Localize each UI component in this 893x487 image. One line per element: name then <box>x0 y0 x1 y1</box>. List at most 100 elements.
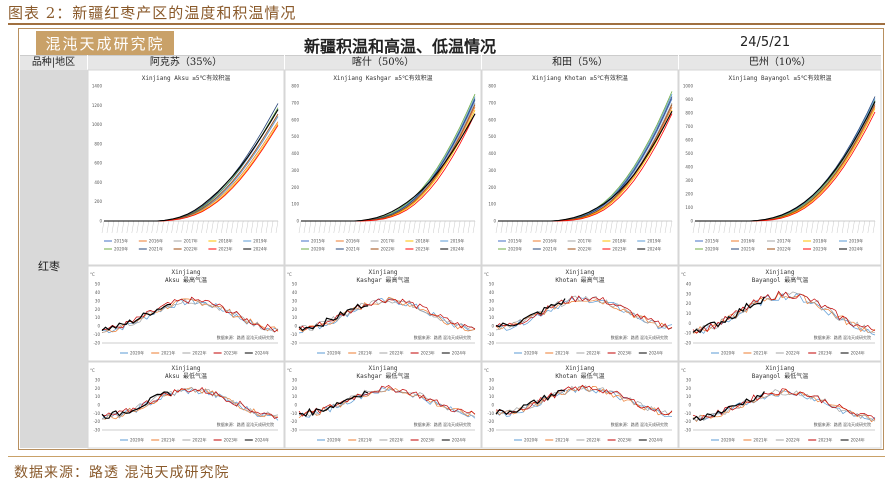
legend-label: 2020年 <box>327 437 341 443</box>
y-tick-label: 0 <box>491 324 494 329</box>
y-tick-label: 20 <box>292 386 298 391</box>
chart-cell <box>87 265 285 362</box>
legend-label: 2015年 <box>705 238 719 244</box>
x-tick-mark <box>275 220 279 234</box>
legend-label: 2024年 <box>649 437 663 443</box>
y-tick-label: 800 <box>488 84 496 89</box>
y-axis-unit: °C <box>90 368 95 373</box>
x-tick-mark <box>739 220 742 234</box>
series-line-2022年 <box>495 385 673 416</box>
legend-label: 2023年 <box>415 246 429 252</box>
chart-subtitle: Bayangol 最低气温 <box>752 372 809 380</box>
x-tick-mark <box>872 220 876 234</box>
x-tick-mark <box>136 220 139 234</box>
x-tick-mark <box>151 220 154 234</box>
x-tick-mark <box>186 220 189 234</box>
y-tick-label: 900 <box>685 97 693 102</box>
x-tick-mark <box>442 220 446 234</box>
y-tick-label: 10 <box>489 394 495 399</box>
x-tick-mark <box>236 220 239 234</box>
legend-label: 2020年 <box>130 350 144 356</box>
x-tick-mark <box>800 220 804 234</box>
chart-title: Xinjiang Kashgar ≥5℃有效积温 <box>333 74 432 82</box>
x-tick-mark <box>805 220 809 234</box>
y-tick-label: 20 <box>489 386 495 391</box>
x-tick-mark <box>754 220 757 234</box>
legend-label: 2016年 <box>543 238 557 244</box>
x-tick-mark <box>226 220 229 234</box>
x-tick-mark <box>250 220 254 234</box>
y-tick-label: 0 <box>97 403 100 408</box>
x-tick-mark <box>408 220 411 234</box>
x-tick-mark <box>769 220 773 234</box>
x-tick-mark <box>525 220 529 234</box>
x-tick-mark <box>759 220 763 234</box>
chart-cell <box>87 361 285 449</box>
y-tick-label: 100 <box>291 202 299 207</box>
series-line-2023年 <box>101 387 279 419</box>
x-tick-mark <box>515 220 519 234</box>
legend-label: 2022年 <box>192 350 206 356</box>
y-tick-label: 50 <box>95 282 101 287</box>
x-tick-mark <box>191 220 194 234</box>
y-axis-unit: °C <box>681 368 686 373</box>
chart-subtitle: Khotan 最高气温 <box>555 276 604 284</box>
y-tick-label: 400 <box>291 151 299 156</box>
x-tick-mark <box>862 220 865 234</box>
legend-label: 2023年 <box>818 350 832 356</box>
main-title: 新疆积温和高温、低温情况 <box>303 37 496 56</box>
x-tick-mark <box>141 220 144 234</box>
legend-label: 2017年 <box>578 238 592 244</box>
y-tick-label: 40 <box>292 290 298 295</box>
x-tick-mark <box>644 220 648 234</box>
legend-label: 2021年 <box>555 350 569 356</box>
legend-label: 2024年 <box>849 246 863 252</box>
chart-cell <box>481 69 679 266</box>
x-tick-mark <box>811 220 814 234</box>
x-tick-mark <box>171 220 174 234</box>
x-tick-mark <box>121 220 125 234</box>
x-tick-mark <box>260 220 264 234</box>
y-tick-label: 600 <box>291 117 299 122</box>
legend-label: 2023年 <box>224 350 238 356</box>
chart-title: Xinjiang Khotan ≥5℃有效积温 <box>532 74 628 82</box>
series-line-2024年 <box>495 298 566 328</box>
x-tick-mark <box>495 220 499 234</box>
legend-label: 2022年 <box>777 246 791 252</box>
legend-label: 2023年 <box>618 350 632 356</box>
y-tick-label: 100 <box>685 205 693 210</box>
chart-title: Xinjiang <box>566 269 595 276</box>
x-tick-mark <box>764 220 768 234</box>
x-tick-mark <box>520 220 524 234</box>
chart-source-note: 数据来源：路透 混沌天成研究院 <box>814 334 871 340</box>
x-tick-mark <box>221 220 224 234</box>
series-line-2023年 <box>495 295 673 330</box>
legend-label: 2016年 <box>149 238 163 244</box>
x-tick-mark <box>654 220 658 234</box>
y-tick-label: 40 <box>95 290 101 295</box>
x-tick-mark <box>298 220 302 234</box>
legend-label: 2021年 <box>161 350 175 356</box>
chart-source-note: 数据来源：路透 混沌天成研究院 <box>217 421 274 427</box>
series-line-2021年 <box>298 296 476 333</box>
legend-label: 2022年 <box>389 437 403 443</box>
y-tick-label: 400 <box>94 180 102 185</box>
series-line-2023年 <box>692 290 876 334</box>
variety-label: 红枣 <box>38 260 60 273</box>
y-tick-label: 600 <box>488 117 496 122</box>
x-tick-mark <box>723 220 727 234</box>
series-line-2020年 <box>495 296 673 331</box>
chart-subtitle: Kashgar 最高气温 <box>357 276 410 284</box>
footer-divider <box>8 456 885 457</box>
y-tick-label: 600 <box>94 161 102 166</box>
x-tick-mark <box>749 220 752 234</box>
chart-subtitle: Aksu 最低气温 <box>165 372 207 380</box>
series-line-2024年 <box>692 391 765 422</box>
legend-label: 2022年 <box>381 246 395 252</box>
x-tick-mark <box>545 220 548 234</box>
y-tick-label: -30 <box>684 428 691 433</box>
x-tick-mark <box>146 220 149 234</box>
y-tick-label: -30 <box>290 428 297 433</box>
x-tick-mark <box>510 220 514 234</box>
